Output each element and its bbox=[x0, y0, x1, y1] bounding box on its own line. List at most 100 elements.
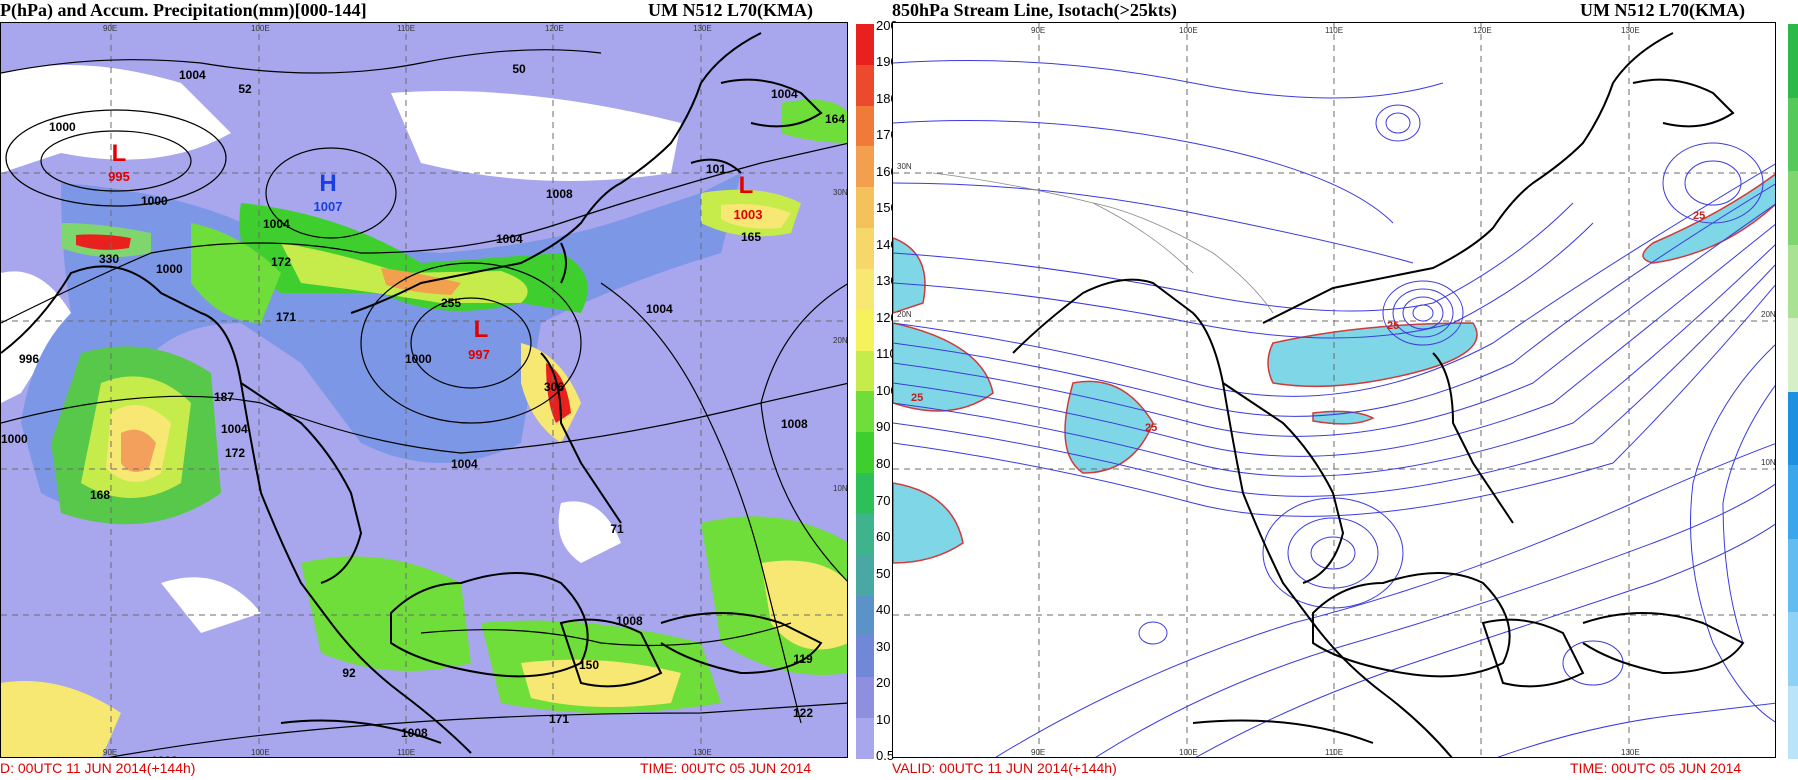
high-pressure-value: 1007 bbox=[314, 199, 343, 214]
grid-lines bbox=[893, 23, 1775, 757]
colorbar-label: 20 bbox=[876, 675, 891, 690]
colorbar-label: 110 bbox=[876, 346, 897, 361]
precipitation-shading bbox=[1, 65, 847, 757]
lon-label: 90E bbox=[103, 748, 117, 757]
pressure-centers: L 995 H 1007 L 997 L 1003 bbox=[108, 140, 762, 362]
right-panel-title: 850hPa Stream Line, Isotach(>25kts) bbox=[892, 0, 1177, 20]
lat-label: 30N bbox=[833, 188, 848, 197]
colorbar-swatch bbox=[1788, 612, 1798, 686]
colorbar-label: 40 bbox=[876, 602, 891, 617]
precip-max-label: 187 bbox=[214, 390, 234, 404]
right-panel-model: UM N512 L70(KMA) bbox=[1580, 0, 1745, 20]
isobar-label: 1004 bbox=[179, 68, 206, 82]
colorbar-swatch bbox=[856, 228, 874, 269]
isobar-label: 1004 bbox=[496, 232, 523, 246]
left-init-time: TIME: 00UTC 05 JUN 2014 bbox=[640, 760, 812, 776]
colorbar-swatch bbox=[856, 432, 874, 474]
colorbar-swatch bbox=[1788, 391, 1798, 465]
isobar-label: 1000 bbox=[141, 194, 168, 208]
precip-max-label: 92 bbox=[342, 666, 356, 680]
lon-label: 130E bbox=[693, 748, 712, 757]
isobar-label: 1008 bbox=[546, 187, 573, 201]
precip-max-label: 171 bbox=[276, 310, 296, 324]
precip-max-label: 50 bbox=[512, 62, 526, 76]
grid-lines bbox=[1, 23, 847, 757]
colorbar-swatch bbox=[1788, 465, 1798, 539]
isobar-label: 996 bbox=[19, 352, 39, 366]
streamline-map-svg: 25 25 25 25 30N 20N 20N 10N 90E 100E 110… bbox=[893, 23, 1776, 757]
left-panel-title: P(hPa) and Accum. Precipitation(mm)[000-… bbox=[0, 0, 367, 20]
isobar-label: 1000 bbox=[1, 432, 28, 446]
left-panel-model: UM N512 L70(KMA) bbox=[648, 0, 813, 20]
colorbar-swatch bbox=[856, 105, 874, 147]
isotach-label: 25 bbox=[1693, 210, 1705, 222]
isobar-label: 1008 bbox=[151, 754, 178, 758]
low-pressure-marker: L bbox=[112, 140, 127, 167]
precip-max-label: 172 bbox=[225, 446, 245, 460]
isobar-label: 1008 bbox=[616, 614, 643, 628]
colorbar-swatch bbox=[1788, 24, 1798, 98]
colorbar-swatch bbox=[856, 268, 874, 310]
isotach-label: 25 bbox=[1145, 422, 1157, 434]
precip-max-label: 172 bbox=[271, 255, 291, 269]
coastlines bbox=[1012, 32, 1745, 757]
precip-max-label: 306 bbox=[544, 380, 564, 394]
isotach-label: 25 bbox=[1387, 320, 1399, 332]
left-valid-time: D: 00UTC 11 JUN 2014(+144h) bbox=[0, 760, 196, 776]
lat-lon-labels: 30N 20N 10N 90E 100E 110E 120E 130E 90E … bbox=[103, 24, 848, 757]
isobar-label: 1000 bbox=[405, 352, 432, 366]
precip-max-label: 255 bbox=[441, 296, 461, 310]
low-pressure-marker: L bbox=[474, 316, 489, 343]
isotach-label: 25 bbox=[911, 392, 923, 404]
colorbar-label: 80 bbox=[876, 456, 891, 471]
lat-label: 10N bbox=[833, 484, 848, 493]
lon-label: 120E bbox=[1473, 26, 1492, 35]
isobar-label: 1000 bbox=[49, 120, 76, 134]
low-pressure-value: 997 bbox=[468, 347, 490, 362]
isobar-label: 1008 bbox=[781, 417, 808, 431]
colorbar-swatch bbox=[856, 64, 874, 106]
colorbar-swatch bbox=[856, 473, 874, 514]
precip-max-label: 165 bbox=[741, 230, 761, 244]
colorbar-swatch bbox=[856, 554, 874, 596]
colorbar-swatch bbox=[856, 309, 874, 351]
isobar-label: 1000 bbox=[156, 262, 183, 276]
lat-label: 30N bbox=[897, 162, 912, 171]
lon-label: 90E bbox=[1031, 26, 1045, 35]
lon-label: 100E bbox=[1179, 748, 1198, 757]
lat-label: 10N bbox=[1761, 458, 1776, 467]
lon-label: 100E bbox=[251, 748, 270, 757]
isotach-shading bbox=[893, 173, 1775, 564]
colorbar-swatch bbox=[856, 24, 874, 65]
colorbar-swatch bbox=[856, 718, 874, 759]
precip-max-label: 122 bbox=[793, 706, 813, 720]
isobar-label: 1004 bbox=[646, 302, 673, 316]
colorbar-swatch bbox=[856, 187, 874, 229]
colorbar-label: 30 bbox=[876, 639, 891, 654]
precip-max-label: 171 bbox=[549, 712, 569, 726]
colorbar-label: 90 bbox=[876, 419, 891, 434]
colorbar-swatch bbox=[1788, 685, 1798, 759]
isotach-labels: 25 25 25 25 bbox=[911, 210, 1705, 434]
colorbar-swatch bbox=[856, 146, 874, 188]
lat-lon-labels: 30N 20N 20N 10N 90E 100E 110E 120E 130E … bbox=[897, 26, 1776, 757]
right-valid-time: VALID: 00UTC 11 JUN 2014(+144h) bbox=[892, 760, 1117, 776]
precip-max-label: 168 bbox=[90, 488, 110, 502]
precip-max-label: 330 bbox=[99, 252, 119, 266]
precip-max-label: 119 bbox=[793, 652, 813, 666]
colorbar-swatch bbox=[1788, 318, 1798, 392]
colorbar-label: 60 bbox=[876, 529, 891, 544]
lon-label: 110E bbox=[397, 24, 415, 33]
lon-label: 130E bbox=[1621, 26, 1640, 35]
precip-max-label: 150 bbox=[579, 658, 599, 672]
precipitation-colorbar bbox=[856, 24, 874, 759]
colorbar-swatch bbox=[1788, 244, 1798, 318]
coastlines bbox=[1, 32, 823, 754]
precip-max-label: 71 bbox=[610, 522, 624, 536]
isobar-label: 1004 bbox=[771, 87, 798, 101]
right-init-time: TIME: 00UTC 05 JUN 2014 bbox=[1570, 760, 1742, 776]
lat-label: 20N bbox=[1761, 310, 1776, 319]
isobar-label: 1004 bbox=[451, 457, 478, 471]
precip-max-labels: 52 50 164 101 165 330 172 171 255 187 17… bbox=[90, 62, 845, 726]
lon-label: 90E bbox=[103, 24, 117, 33]
